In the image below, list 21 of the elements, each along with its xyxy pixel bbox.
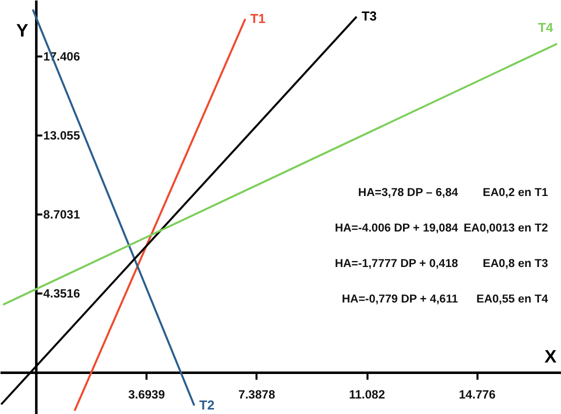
annotation: EA0,2 en T1 [482, 187, 549, 199]
x-tick-label: 14.776 [458, 388, 496, 402]
annotation: HA=3,78 DP – 6,84 [358, 187, 459, 199]
x-tick-label: 3.6939 [128, 388, 166, 402]
annotation: EA0,55 en T4 [476, 294, 549, 306]
y-tick-label: 8.7031 [43, 208, 80, 222]
y-tick-label: 4.3516 [43, 286, 80, 301]
x-tick-label: 11.082 [348, 388, 386, 402]
series-label: T2 [199, 397, 214, 412]
y-axis-title: Y [16, 20, 28, 40]
series-label: T1 [250, 10, 266, 26]
y-tick-label: 13.055 [43, 128, 80, 143]
annotation: EA0,8 en T3 [482, 258, 548, 270]
x-axis-title: X [544, 346, 556, 367]
x-tick-label: 7.3878 [238, 388, 276, 402]
series-label: T4 [538, 20, 554, 35]
annotation: HA=-0,779 DP + 4,611 [342, 294, 459, 306]
annotation: HA=-1,7777 DP + 0,418 [334, 258, 459, 270]
annotation: HA=-4.006 DP + 19,084 [334, 222, 459, 234]
series-label: T3 [362, 8, 377, 24]
annotation: EA0,0013 en T2 [464, 222, 548, 234]
